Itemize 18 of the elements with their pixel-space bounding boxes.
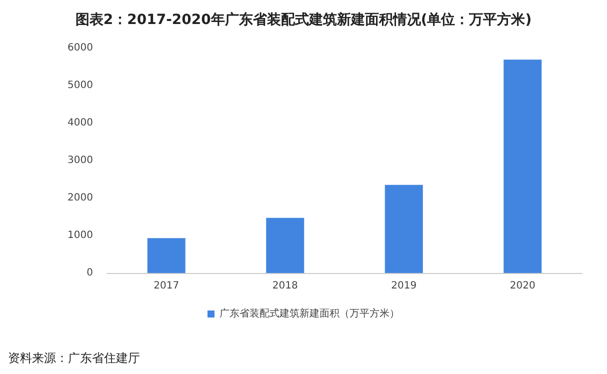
x-tick-label: 2020	[510, 280, 536, 292]
y-tick-label: 3000	[68, 155, 93, 166]
y-tick-label: 5000	[68, 80, 93, 91]
y-tick-label: 6000	[68, 42, 93, 54]
y-tick-label: 2000	[68, 192, 93, 204]
y-tick-label: 0	[86, 268, 93, 278]
bar	[147, 238, 186, 273]
chart-title: 图表2：2017-2020年广东省装配式建筑新建面积情况(单位：万平方米)	[75, 11, 532, 28]
text: 资料来源：广东省住建厅	[8, 351, 140, 365]
y-tick-label: 1000	[68, 230, 93, 241]
x-tick-label: 2018	[272, 280, 298, 292]
x-tick-label: 2019	[391, 280, 417, 292]
bar	[504, 60, 542, 273]
legend-label: 广东省装配式建筑新建面积（万平方米）	[220, 308, 400, 320]
bar	[266, 218, 304, 273]
y-tick-label: 4000	[68, 118, 93, 128]
bar	[384, 184, 423, 273]
x-tick-label: 2017	[154, 280, 180, 292]
